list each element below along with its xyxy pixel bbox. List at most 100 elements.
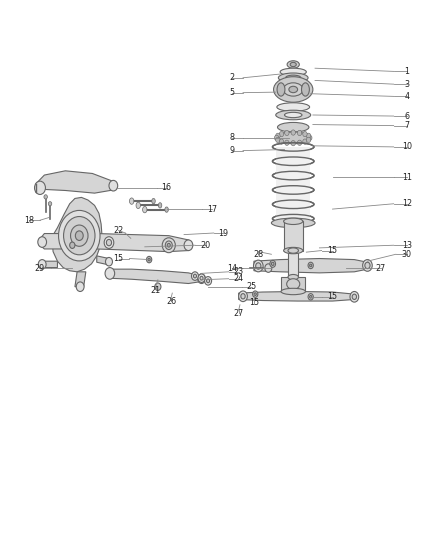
Ellipse shape bbox=[254, 260, 263, 272]
Ellipse shape bbox=[276, 133, 280, 139]
Polygon shape bbox=[42, 261, 57, 268]
Ellipse shape bbox=[48, 201, 52, 206]
Ellipse shape bbox=[281, 288, 305, 295]
Ellipse shape bbox=[38, 260, 46, 269]
Ellipse shape bbox=[310, 295, 312, 298]
Bar bbox=[288, 251, 298, 277]
Ellipse shape bbox=[287, 61, 299, 68]
Bar bbox=[281, 277, 305, 292]
Ellipse shape bbox=[109, 180, 118, 191]
Ellipse shape bbox=[35, 181, 46, 195]
Ellipse shape bbox=[288, 274, 298, 280]
Ellipse shape bbox=[158, 203, 162, 208]
Ellipse shape bbox=[64, 216, 95, 255]
Text: 5: 5 bbox=[230, 88, 235, 97]
Text: 11: 11 bbox=[402, 173, 412, 182]
Polygon shape bbox=[75, 272, 86, 287]
Text: 14: 14 bbox=[227, 264, 237, 272]
Text: 9: 9 bbox=[230, 146, 235, 155]
Text: 2: 2 bbox=[230, 73, 235, 82]
Ellipse shape bbox=[136, 202, 141, 208]
Text: 7: 7 bbox=[404, 121, 409, 130]
Ellipse shape bbox=[291, 141, 295, 146]
Ellipse shape bbox=[276, 132, 311, 144]
Ellipse shape bbox=[297, 130, 302, 135]
Ellipse shape bbox=[253, 291, 258, 297]
Ellipse shape bbox=[310, 264, 312, 266]
Text: 16: 16 bbox=[162, 183, 172, 192]
Ellipse shape bbox=[308, 262, 313, 269]
Ellipse shape bbox=[155, 283, 161, 290]
Ellipse shape bbox=[191, 272, 198, 280]
Ellipse shape bbox=[276, 137, 280, 142]
Text: 10: 10 bbox=[402, 142, 412, 151]
Text: 22: 22 bbox=[113, 226, 124, 235]
Ellipse shape bbox=[285, 112, 302, 118]
Ellipse shape bbox=[288, 248, 298, 253]
Ellipse shape bbox=[297, 140, 302, 146]
Ellipse shape bbox=[363, 260, 372, 271]
Text: 15: 15 bbox=[113, 254, 124, 263]
Ellipse shape bbox=[256, 263, 261, 269]
Ellipse shape bbox=[287, 279, 300, 289]
Polygon shape bbox=[40, 233, 193, 252]
Text: 19: 19 bbox=[218, 229, 229, 238]
Ellipse shape bbox=[200, 276, 203, 280]
Ellipse shape bbox=[165, 207, 168, 212]
Ellipse shape bbox=[306, 137, 311, 142]
Bar bbox=[284, 221, 303, 251]
Ellipse shape bbox=[279, 139, 284, 144]
Ellipse shape bbox=[350, 292, 359, 302]
Ellipse shape bbox=[194, 274, 197, 278]
Text: 27: 27 bbox=[233, 309, 244, 318]
Text: 8: 8 bbox=[230, 133, 235, 142]
Polygon shape bbox=[52, 197, 102, 272]
Text: 1: 1 bbox=[404, 67, 409, 76]
Ellipse shape bbox=[38, 237, 46, 247]
Ellipse shape bbox=[207, 279, 210, 282]
Ellipse shape bbox=[285, 140, 289, 146]
Ellipse shape bbox=[285, 130, 289, 135]
Text: 4: 4 bbox=[404, 92, 409, 101]
Text: 18: 18 bbox=[24, 216, 34, 225]
Ellipse shape bbox=[70, 242, 75, 248]
Text: 29: 29 bbox=[35, 264, 45, 272]
Ellipse shape bbox=[284, 218, 303, 224]
Ellipse shape bbox=[303, 139, 307, 144]
Ellipse shape bbox=[307, 135, 312, 141]
Ellipse shape bbox=[106, 257, 113, 266]
Ellipse shape bbox=[275, 135, 279, 141]
Ellipse shape bbox=[272, 218, 315, 228]
Ellipse shape bbox=[278, 123, 309, 132]
Text: 20: 20 bbox=[201, 241, 211, 250]
Ellipse shape bbox=[352, 294, 357, 300]
Ellipse shape bbox=[272, 262, 274, 265]
Ellipse shape bbox=[106, 239, 112, 246]
Ellipse shape bbox=[279, 73, 308, 83]
Ellipse shape bbox=[105, 268, 115, 279]
Ellipse shape bbox=[308, 294, 313, 300]
Ellipse shape bbox=[265, 264, 272, 272]
Text: 25: 25 bbox=[247, 282, 257, 291]
Ellipse shape bbox=[276, 110, 311, 120]
Text: 6: 6 bbox=[404, 111, 409, 120]
Text: 12: 12 bbox=[402, 199, 412, 208]
Polygon shape bbox=[35, 171, 117, 193]
Ellipse shape bbox=[147, 256, 152, 263]
Ellipse shape bbox=[184, 240, 193, 251]
Polygon shape bbox=[239, 292, 354, 301]
Text: 23: 23 bbox=[233, 268, 244, 276]
Ellipse shape bbox=[365, 262, 370, 269]
Text: 21: 21 bbox=[151, 286, 161, 295]
Polygon shape bbox=[97, 256, 109, 265]
Ellipse shape bbox=[59, 211, 100, 261]
Text: 27: 27 bbox=[375, 264, 386, 272]
Ellipse shape bbox=[165, 241, 172, 249]
Ellipse shape bbox=[143, 206, 147, 213]
Ellipse shape bbox=[283, 83, 303, 96]
Text: 13: 13 bbox=[402, 241, 412, 250]
Ellipse shape bbox=[44, 195, 47, 199]
Ellipse shape bbox=[104, 237, 114, 248]
Ellipse shape bbox=[148, 259, 150, 261]
Ellipse shape bbox=[277, 103, 310, 111]
